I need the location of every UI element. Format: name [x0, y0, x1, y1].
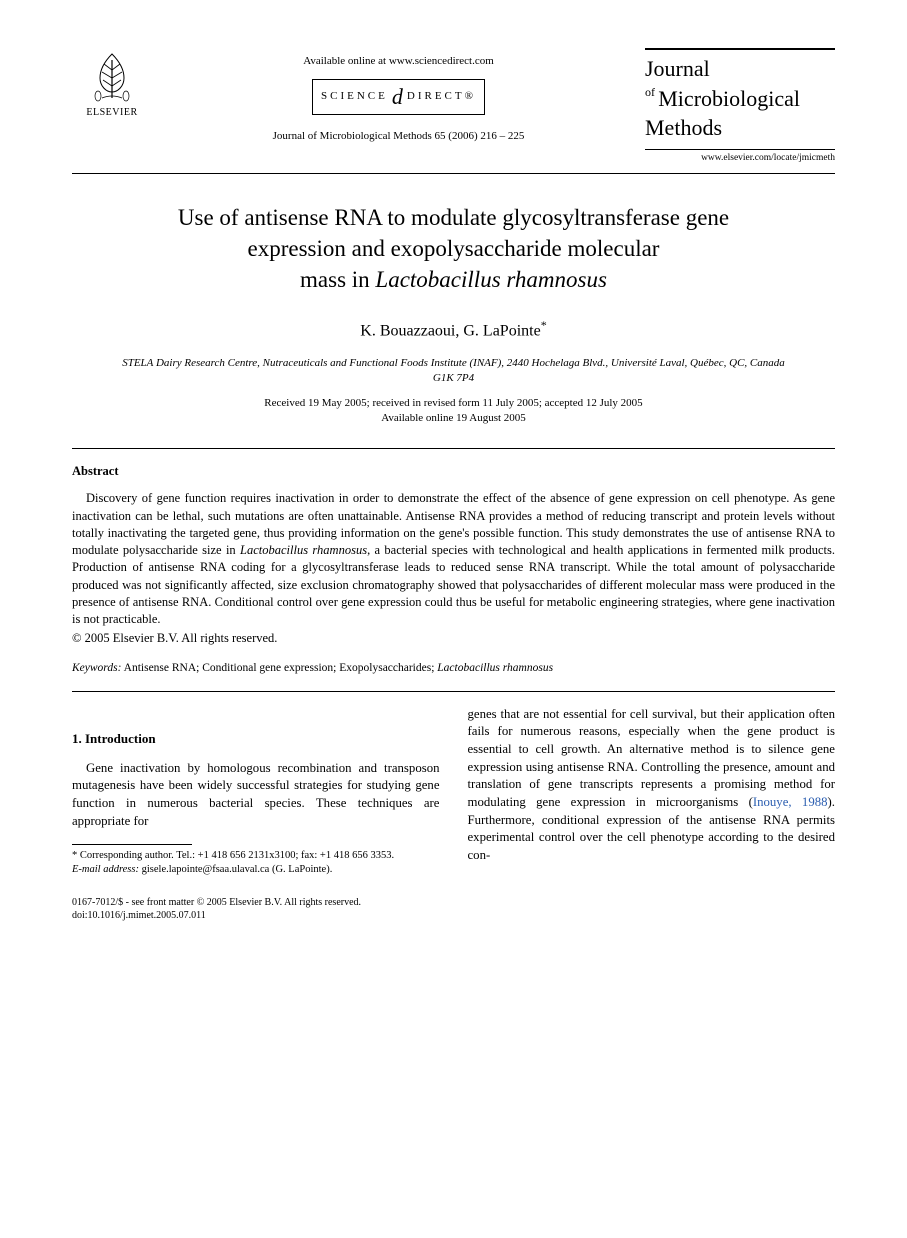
journal-reference: Journal of Microbiological Methods 65 (2… [152, 129, 645, 144]
corresponding-star: * [541, 318, 547, 332]
abstract-bottom-rule [72, 691, 835, 692]
title-line3-ital: Lactobacillus rhamnosus [375, 267, 607, 292]
abstract-body: Discovery of gene function requires inac… [72, 490, 835, 628]
keywords-label: Keywords: [72, 662, 121, 674]
publisher-label: ELSEVIER [86, 106, 137, 120]
title-line3-pre: mass in [300, 267, 375, 292]
intro-col2-para: genes that are not essential for cell su… [468, 706, 836, 865]
affiliation: STELA Dairy Research Centre, Nutraceutic… [112, 356, 795, 386]
scidirect-right: DIRECT® [407, 89, 476, 104]
doi-line: doi:10.1016/j.mimet.2005.07.011 [72, 909, 835, 922]
available-online-text: Available online at www.sciencedirect.co… [152, 54, 645, 69]
intro-heading: 1. Introduction [72, 730, 440, 748]
body-columns: 1. Introduction Gene inactivation by hom… [72, 706, 835, 878]
keywords-ital: Lactobacillus rhamnosus [437, 662, 553, 674]
page-bottom-meta: 0167-7012/$ - see front matter © 2005 El… [72, 896, 835, 922]
page-header: ELSEVIER Available online at www.science… [72, 48, 835, 165]
author-2: G. LaPointe [463, 322, 540, 339]
header-center: Available online at www.sciencedirect.co… [152, 48, 645, 143]
title-line2: expression and exopolysaccharide molecul… [248, 236, 660, 261]
author-list: K. Bouazzaoui, G. LaPointe* [72, 317, 835, 342]
intro-col1-para: Gene inactivation by homologous recombin… [72, 760, 440, 831]
article-dates: Received 19 May 2005; received in revise… [72, 396, 835, 427]
journal-name-of: of [645, 85, 655, 99]
author-1: K. Bouazzaoui [360, 322, 455, 339]
column-left: 1. Introduction Gene inactivation by hom… [72, 706, 440, 878]
article-title: Use of antisense RNA to modulate glycosy… [112, 202, 795, 295]
footnote-rule [72, 844, 192, 845]
keywords-text: Antisense RNA; Conditional gene expressi… [121, 662, 437, 674]
journal-name-part3: Methods [645, 115, 722, 140]
dates-line1: Received 19 May 2005; received in revise… [72, 396, 835, 411]
column-right: genes that are not essential for cell su… [468, 706, 836, 878]
dates-line2: Available online 19 August 2005 [72, 411, 835, 426]
issn-line: 0167-7012/$ - see front matter © 2005 El… [72, 896, 835, 909]
journal-url: www.elsevier.com/locate/jmicmeth [645, 149, 835, 165]
corresponding-footnote: * Corresponding author. Tel.: +1 418 656… [72, 849, 440, 863]
sciencedirect-logo: SCIENCE d DIRECT® [152, 79, 645, 115]
publisher-logo-block: ELSEVIER [72, 48, 152, 120]
journal-name-part2: Microbiological [658, 86, 800, 111]
citation-inouye[interactable]: Inouye, 1988 [753, 795, 828, 809]
email-value: gisele.lapointe@fsaa.ulaval.ca (G. LaPoi… [139, 864, 332, 875]
abstract-heading: Abstract [72, 463, 835, 480]
abstract-ital1: Lactobacillus rhamnosus [240, 543, 367, 557]
journal-logo-block: Journal of Microbiological Methods www.e… [645, 48, 835, 165]
scidirect-left: SCIENCE [321, 89, 388, 104]
title-line1: Use of antisense RNA to modulate glycosy… [178, 205, 729, 230]
header-rule [72, 173, 835, 174]
abstract-copyright: © 2005 Elsevier B.V. All rights reserved… [72, 630, 835, 647]
email-label: E-mail address: [72, 864, 139, 875]
email-footnote: E-mail address: gisele.lapointe@fsaa.ula… [72, 863, 440, 877]
abstract-top-rule [72, 448, 835, 449]
keywords-line: Keywords: Antisense RNA; Conditional gen… [72, 661, 835, 677]
scidirect-d-icon: d [392, 82, 403, 112]
journal-name-part1: Journal [645, 56, 710, 81]
elsevier-tree-icon [84, 48, 140, 104]
intro-col2-pre: genes that are not essential for cell su… [468, 707, 836, 809]
